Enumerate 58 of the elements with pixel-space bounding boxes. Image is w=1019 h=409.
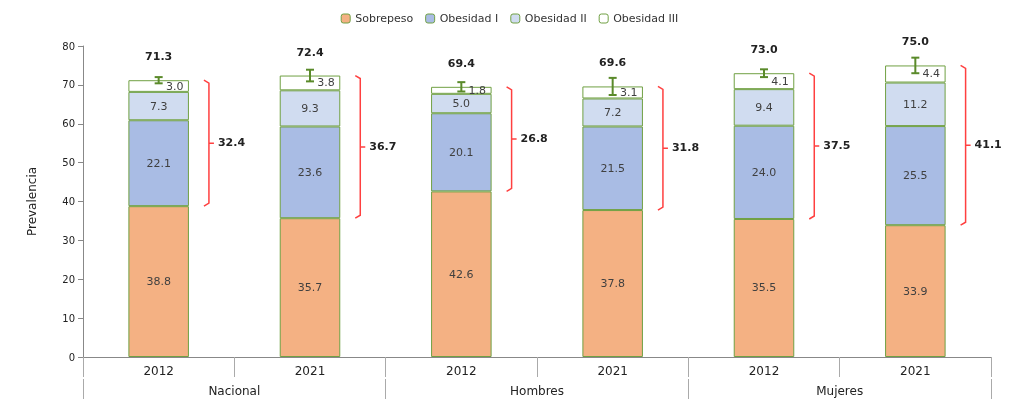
total-label: 75.0 xyxy=(901,35,930,49)
annotation: 37.5 xyxy=(823,139,851,153)
annotation: 26.8 xyxy=(520,132,548,146)
legend-label: Obesidad II xyxy=(524,12,587,25)
y-tick-label: 50 xyxy=(62,157,75,169)
legend-label: Sobrepeso xyxy=(355,12,414,25)
y-tick-label: 40 xyxy=(62,196,75,207)
data-label: 25.5 xyxy=(903,169,928,183)
annotation: 31.8 xyxy=(671,141,700,155)
data-label: 7.3 xyxy=(149,99,168,113)
y-tick-label: 10 xyxy=(62,312,75,324)
data-label: 4.1 xyxy=(771,74,789,88)
annotation: 36.7 xyxy=(369,139,397,153)
y-tick-label: 20 xyxy=(62,273,75,285)
data-label: 42.6 xyxy=(449,267,474,281)
y-tick-label: 60 xyxy=(62,118,75,130)
data-label: 5.0 xyxy=(452,97,471,111)
data-label: 3.0 xyxy=(165,79,184,93)
data-label: 21.5 xyxy=(600,161,625,175)
text: Hombres xyxy=(510,384,564,398)
x-tick-label: 2012 xyxy=(446,364,477,378)
y-tick-label: 80 xyxy=(62,40,75,52)
y-axis-title: Prevalencia xyxy=(25,166,39,237)
total-label: 69.4 xyxy=(447,56,476,70)
data-label: 3.8 xyxy=(317,76,335,90)
total-label: 73.0 xyxy=(750,43,778,57)
data-label: 22.1 xyxy=(146,156,171,170)
y-tick-label: 30 xyxy=(62,234,75,246)
y-tick-label: 0 xyxy=(68,351,75,363)
data-label: 35.5 xyxy=(751,281,777,295)
data-label: 4.4 xyxy=(922,67,941,81)
y-tick-label: 70 xyxy=(62,79,75,91)
legend-label: Obesidad III xyxy=(613,12,679,25)
data-label: 37.8 xyxy=(600,277,625,291)
x-tick-label: 2012 xyxy=(143,364,174,378)
data-label: 11.2 xyxy=(903,97,928,111)
data-label: 23.6 xyxy=(297,165,323,179)
data-label: 20.1 xyxy=(449,145,474,159)
total-label: 71.3 xyxy=(145,50,173,64)
annotation: 41.1 xyxy=(974,138,1002,152)
data-label: 9.3 xyxy=(301,101,319,115)
data-label: 3.1 xyxy=(619,85,638,99)
x-tick-label: 2021 xyxy=(294,364,326,378)
data-label: 24.0 xyxy=(751,165,777,179)
total-label: 69.6 xyxy=(599,56,627,70)
data-label: 9.4 xyxy=(755,100,773,114)
text: Nacional xyxy=(208,384,261,398)
annotation: 32.4 xyxy=(217,136,246,150)
x-tick-label: 2021 xyxy=(597,364,628,378)
data-label: 38.8 xyxy=(146,275,171,289)
data-label: 35.7 xyxy=(297,281,323,295)
x-tick-label: 2012 xyxy=(748,364,780,378)
data-label: 7.2 xyxy=(603,105,622,119)
text: Mujeres xyxy=(816,384,864,398)
x-tick-label: 2021 xyxy=(900,364,931,378)
data-label: 33.9 xyxy=(903,284,928,298)
legend-label: Obesidad I xyxy=(439,12,499,25)
total-label: 72.4 xyxy=(296,45,324,59)
